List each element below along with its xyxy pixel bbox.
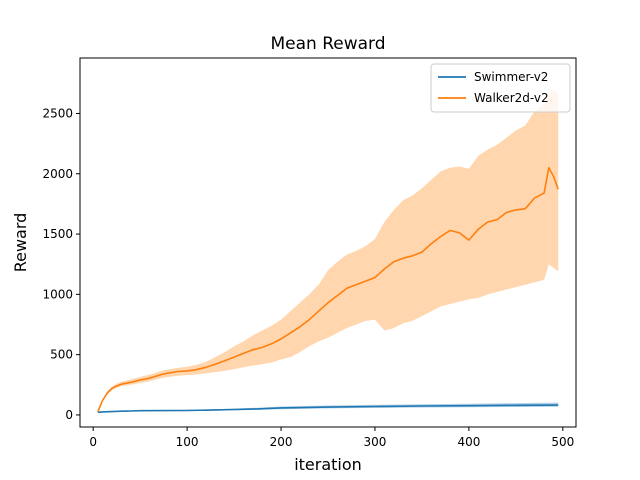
legend-box (430, 63, 571, 113)
x-tick-label: 300 (364, 435, 387, 449)
y-tick-label: 0 (65, 408, 73, 422)
plot-frame (79, 57, 577, 428)
legend: Swimmer-v2 Walker2d-v2 (430, 63, 571, 113)
y-tick-label: 2000 (42, 167, 73, 181)
legend-label: Walker2d-v2 (474, 91, 549, 105)
y-axis-label: Reward (11, 213, 30, 273)
x-tick-label: 200 (270, 435, 293, 449)
y-tick-label: 500 (50, 348, 73, 362)
x-tick-label: 100 (176, 435, 199, 449)
legend-label: Swimmer-v2 (474, 70, 548, 84)
y-tick-label: 1000 (42, 287, 73, 301)
chart-title: Mean Reward (270, 34, 385, 54)
y-axis-ticks: 0 500 1000 1500 2000 2500 (42, 106, 80, 422)
x-axis-label: iteration (294, 455, 362, 474)
x-tick-label: 500 (551, 435, 574, 449)
band-walker2d-v2 (97, 89, 559, 413)
line-swimmer-v2 (97, 404, 559, 414)
line-walker2d-v2 (97, 166, 559, 413)
y-tick-label: 1500 (42, 227, 73, 241)
y-tick-label: 2500 (42, 106, 73, 120)
series-lines (97, 166, 559, 414)
x-tick-label: 0 (89, 435, 97, 449)
x-tick-label: 400 (457, 435, 480, 449)
x-axis-ticks: 0 100 200 300 400 500 (89, 427, 574, 449)
